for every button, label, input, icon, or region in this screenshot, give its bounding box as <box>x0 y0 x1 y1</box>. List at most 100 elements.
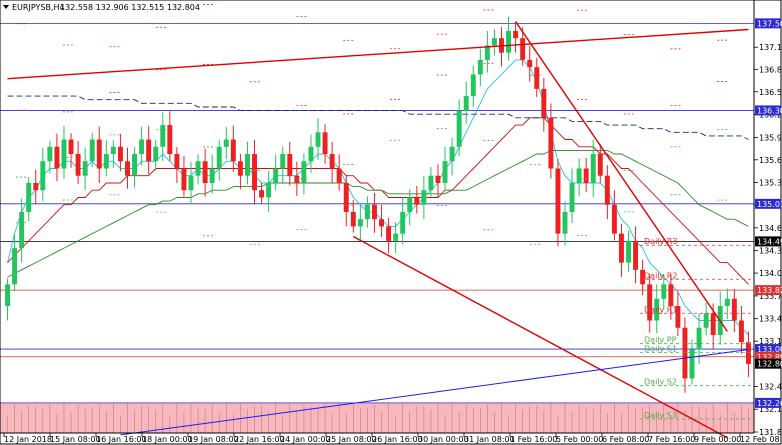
candle <box>555 159 561 247</box>
candle-body <box>160 125 166 147</box>
candle <box>33 169 39 204</box>
candle-body <box>484 45 490 60</box>
candle-body <box>618 233 624 263</box>
candle <box>682 317 688 393</box>
candle <box>724 288 730 319</box>
candle <box>75 140 81 184</box>
candle <box>534 57 540 97</box>
pivot-label: Daily R3 <box>644 237 677 246</box>
candle <box>379 204 384 237</box>
candle-body <box>287 154 293 176</box>
candle-body <box>654 298 660 321</box>
candle-body <box>230 139 236 162</box>
time-tick-label: 30 Jan 00:00 <box>418 435 469 444</box>
candle <box>597 144 603 183</box>
candle-body <box>188 175 194 191</box>
candle <box>188 161 194 205</box>
candle <box>689 339 695 385</box>
time-tick-label: 9 Feb 00:00 <box>694 435 741 444</box>
candle <box>209 154 215 194</box>
candle <box>68 133 74 168</box>
candle-body <box>562 211 568 234</box>
time-tick-label: 18 Jan 00:00 <box>142 435 193 444</box>
candle <box>125 147 130 189</box>
candle <box>738 306 744 354</box>
price-tick-label: 132.490 <box>759 382 782 391</box>
time-tick-label: 24 Jan 00:00 <box>280 435 331 444</box>
candle <box>484 31 490 73</box>
candle <box>520 27 526 66</box>
candle-body <box>682 327 688 379</box>
candle-body <box>449 146 455 162</box>
candle-body <box>548 117 554 169</box>
candle-body <box>40 161 46 191</box>
time-tick-label: 25 Jan 08:00 <box>326 435 377 444</box>
candle-body <box>174 154 180 169</box>
candle-body <box>181 168 187 191</box>
candle <box>287 141 293 186</box>
candle <box>576 158 582 197</box>
candle-body <box>576 168 582 183</box>
candle-body <box>89 139 95 162</box>
candle-body <box>696 327 702 350</box>
candle <box>696 313 702 364</box>
price-tag: 132.899 <box>755 351 782 362</box>
price-tag-box <box>755 236 781 247</box>
candle <box>393 222 399 254</box>
candle <box>569 168 575 224</box>
candle-body <box>96 139 102 169</box>
candle <box>442 146 448 191</box>
candle-body <box>731 298 737 321</box>
candle-body <box>647 284 653 321</box>
candle <box>463 81 469 124</box>
menu-triangle-icon[interactable] <box>3 5 9 9</box>
candle-body <box>139 139 145 155</box>
candle <box>195 154 201 185</box>
candle-body <box>336 168 342 183</box>
candle-body <box>47 146 53 162</box>
candle <box>626 230 631 272</box>
price-tick-label: 132.175 <box>759 405 782 414</box>
price-tick-label: 134.055 <box>759 269 782 278</box>
price-tag: 132.804 <box>755 358 782 369</box>
candle-body <box>379 219 384 227</box>
candle-body <box>26 182 32 212</box>
candle <box>280 146 286 183</box>
candle-body <box>273 168 279 183</box>
time-tick-label: 7 Feb 16:00 <box>648 435 695 444</box>
candle-body <box>132 154 138 176</box>
trendline-falling-resistance <box>515 21 728 332</box>
price-tag-label: 136.302 <box>757 106 782 115</box>
candle-body <box>364 204 370 220</box>
candle-body <box>421 190 427 205</box>
candle <box>146 125 152 175</box>
trendline-group <box>7 21 749 439</box>
price-tag-box <box>755 344 781 355</box>
candle <box>89 133 95 168</box>
candle-body <box>75 154 81 176</box>
candle-body <box>110 146 116 155</box>
candle <box>132 147 138 188</box>
time-tick-label: 6 Feb 08:00 <box>602 435 649 444</box>
candle-body <box>244 154 250 176</box>
candle <box>96 126 102 183</box>
candle <box>548 103 554 179</box>
time-tick-label: 15 Jan 08:00 <box>50 435 101 444</box>
candle-body <box>435 175 441 183</box>
time-tick-label: 12 Jan 2018 <box>4 435 52 444</box>
candle <box>322 124 328 164</box>
price-tick-label: 133.115 <box>759 337 782 346</box>
candle-body <box>491 38 497 46</box>
candle-body <box>82 161 88 176</box>
candle-body <box>597 154 603 176</box>
candle <box>456 99 462 157</box>
candle <box>244 141 250 185</box>
candle <box>414 185 420 214</box>
candle <box>82 147 88 191</box>
candle <box>19 198 25 263</box>
candle <box>604 165 610 220</box>
candle-body <box>407 197 413 212</box>
candle <box>746 331 751 378</box>
price-tick-label: 133.740 <box>759 292 782 301</box>
